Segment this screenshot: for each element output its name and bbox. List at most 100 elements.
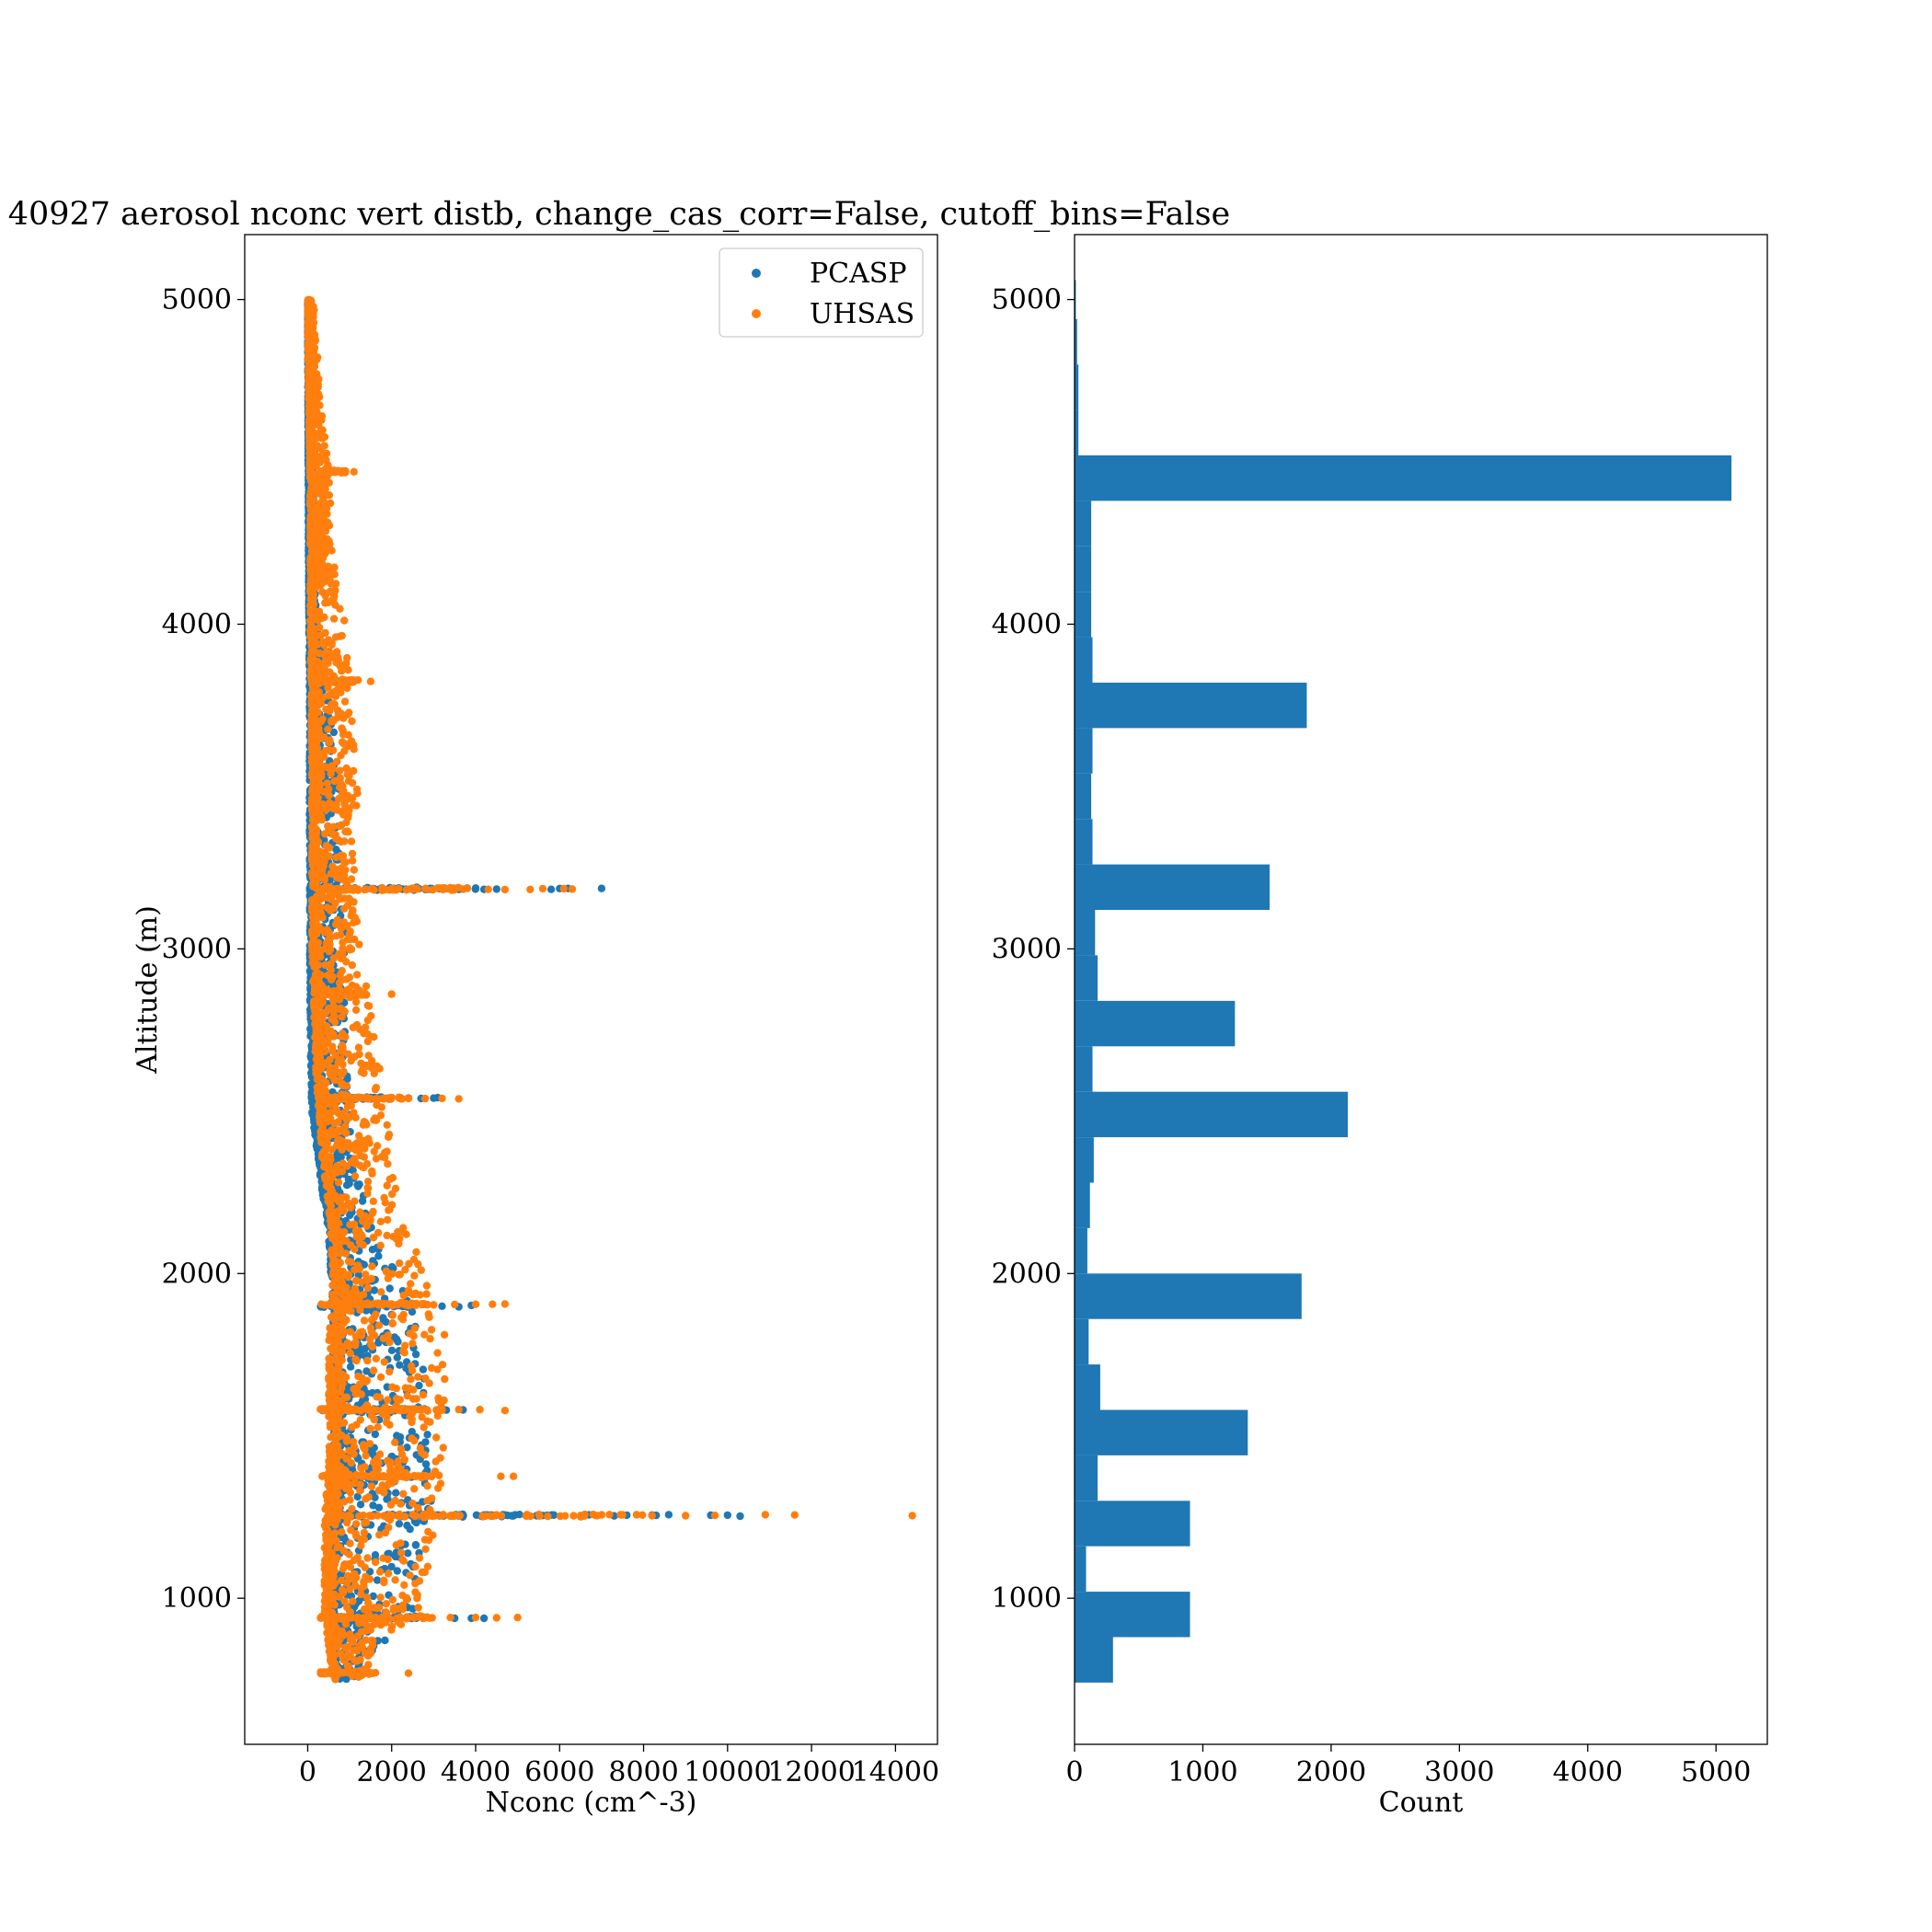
uhsas-point (322, 842, 330, 850)
uhsas-point (346, 1221, 354, 1229)
uhsas-point (423, 1497, 431, 1505)
pcasp-point (403, 1521, 411, 1530)
uhsas-point (344, 1273, 352, 1282)
uhsas-point (399, 1291, 408, 1300)
uhsas-point (406, 1412, 414, 1421)
uhsas-point (324, 725, 332, 733)
uhsas-point (337, 709, 346, 718)
uhsas-point (411, 1588, 420, 1596)
uhsas-point (376, 1111, 385, 1120)
uhsas-point (325, 746, 333, 754)
uhsas-point (321, 527, 330, 535)
uhsas-point (347, 1258, 355, 1267)
uhsas-point (327, 960, 335, 969)
uhsas-point (338, 738, 347, 746)
uhsas-point (383, 1121, 391, 1130)
pcasp-point (393, 1567, 401, 1575)
uhsas-point (357, 1390, 366, 1398)
uhsas-point (347, 794, 356, 803)
uhsas-point (325, 491, 333, 500)
uhsas-point (370, 1147, 378, 1156)
uhsas-point (351, 1197, 359, 1205)
uhsas-point (396, 1259, 404, 1268)
pcasp-point (393, 1432, 401, 1440)
uhsas-point (392, 1385, 400, 1393)
uhsas-point (346, 1328, 354, 1336)
uhsas-point (334, 1179, 343, 1187)
uhsas-point (352, 785, 362, 794)
uhsas-point (394, 1227, 402, 1236)
uhsas-point (403, 1392, 411, 1400)
uhsas-point (348, 908, 356, 917)
uhsas-point (420, 1535, 430, 1544)
uhsas-point (346, 927, 354, 936)
uhsas-point (397, 1500, 405, 1508)
uhsas-point (384, 1480, 393, 1489)
uhsas-point (334, 653, 342, 661)
uhsas-point (369, 1207, 377, 1216)
uhsas-point (346, 1585, 354, 1593)
uhsas-point (384, 1160, 392, 1168)
uhsas-point (380, 1358, 388, 1366)
uhsas-point (343, 1518, 351, 1527)
uhsas-point (346, 1489, 355, 1497)
uhsas-point (338, 790, 346, 799)
uhsas-point (367, 1274, 375, 1283)
uhsas-point (367, 1316, 376, 1324)
uhsas-point (329, 954, 338, 962)
pcasp-point (374, 1252, 383, 1260)
uhsas-point (330, 570, 339, 579)
uhsas-point (329, 688, 338, 696)
uhsas-point (359, 1290, 368, 1299)
uhsas-point (369, 1234, 377, 1242)
uhsas-point (334, 1118, 342, 1126)
uhsas-point (422, 1282, 431, 1290)
uhsas-point (368, 1342, 376, 1351)
uhsas-point (433, 1411, 442, 1420)
uhsas-point (345, 1550, 353, 1558)
uhsas-point (360, 1528, 369, 1537)
uhsas-point (331, 580, 340, 588)
uhsas-point (372, 1155, 381, 1163)
uhsas-point (399, 1557, 408, 1565)
pcasp-point (393, 1353, 401, 1362)
uhsas-point (331, 633, 340, 641)
uhsas-point (347, 1526, 355, 1535)
uhsas-point (357, 1584, 365, 1593)
uhsas-point (385, 1175, 394, 1184)
uhsas-point (340, 1597, 349, 1605)
uhsas-point (410, 1324, 420, 1332)
pcasp-point (415, 1381, 423, 1390)
uhsas-point (423, 1481, 431, 1490)
uhsas-point (323, 903, 331, 912)
uhsas-point (370, 1458, 378, 1466)
uhsas-point (414, 1604, 422, 1612)
uhsas-point (376, 1373, 385, 1382)
uhsas-point (344, 828, 352, 836)
pcasp-point (403, 1443, 411, 1452)
uhsas-point (407, 1375, 415, 1384)
uhsas-point (425, 1313, 433, 1321)
uhsas-point (357, 1627, 366, 1636)
uhsas-point (391, 1576, 399, 1584)
uhsas-point (357, 1541, 365, 1550)
uhsas-point (363, 1651, 373, 1660)
pcasp-point (421, 1438, 430, 1446)
pcasp-point (395, 1520, 404, 1528)
uhsas-point (415, 1554, 424, 1562)
uhsas-point (384, 1331, 393, 1340)
uhsas-point (330, 563, 339, 571)
uhsas-point (341, 858, 350, 867)
uhsas-point (421, 1545, 430, 1554)
uhsas-point (347, 837, 356, 845)
uhsas-point (318, 560, 327, 569)
uhsas-point (337, 851, 345, 859)
uhsas-point (331, 920, 340, 928)
uhsas-point (345, 1446, 353, 1455)
uhsas-point (416, 1443, 425, 1453)
uhsas-point (347, 1306, 355, 1316)
uhsas-point (329, 822, 338, 831)
uhsas-point (326, 650, 334, 659)
uhsas-point (329, 699, 338, 707)
